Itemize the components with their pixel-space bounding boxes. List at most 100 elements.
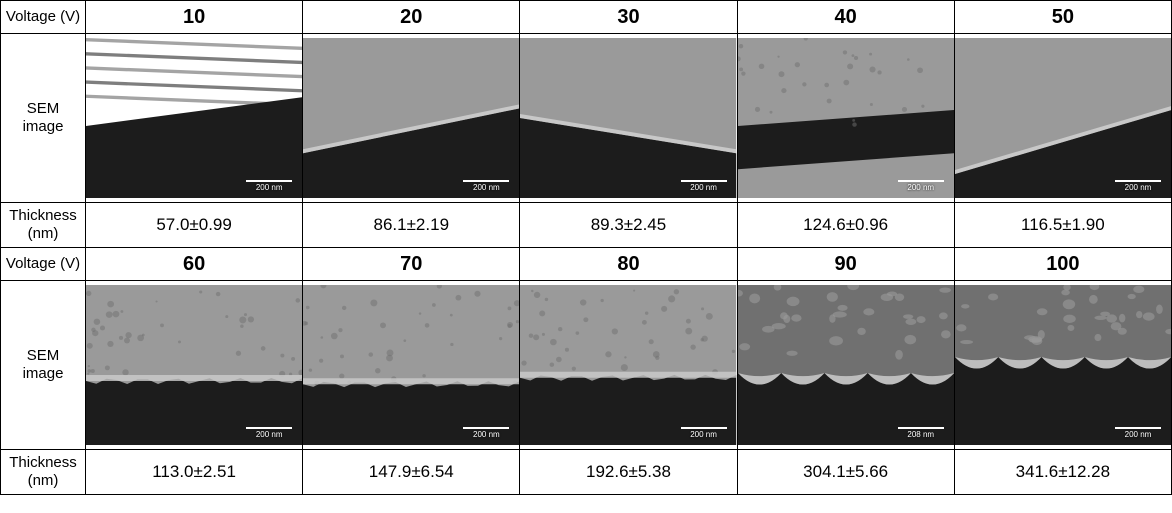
scalebar-label: 200 nm xyxy=(690,430,717,439)
sem-image: 200 nm xyxy=(303,285,519,445)
sem-image: 200 nm xyxy=(738,38,954,198)
sem-image-cell: 200 nm xyxy=(303,281,520,450)
sem-image-cell: 208 nm xyxy=(737,281,954,450)
scalebar-label: 200 nm xyxy=(256,430,283,439)
scalebar-line xyxy=(898,427,944,429)
sem-image-cell: 200 nm xyxy=(303,34,520,203)
scalebar-label: 200 nm xyxy=(690,183,717,192)
thickness-value: 116.5±1.90 xyxy=(1021,215,1105,234)
voltage-cell: 50 xyxy=(954,1,1171,34)
scalebar-line xyxy=(898,180,944,182)
thickness-cell: 113.0±2.51 xyxy=(86,450,303,495)
voltage-cell: 70 xyxy=(303,248,520,281)
scalebar: 200 nm xyxy=(246,427,292,439)
thickness-cell: 57.0±0.99 xyxy=(86,203,303,248)
sem-image: 200 nm xyxy=(955,38,1171,198)
scalebar-label: 200 nm xyxy=(473,183,500,192)
thickness-value: 124.6±0.96 xyxy=(803,215,888,234)
sem-image: 208 nm xyxy=(738,285,954,445)
thickness-cell: 341.6±12.28 xyxy=(954,450,1171,495)
thickness-cell: 86.1±2.19 xyxy=(303,203,520,248)
thickness-cell: 89.3±2.45 xyxy=(520,203,737,248)
sem-image: 200 nm xyxy=(520,38,736,198)
thickness-value: 113.0±2.51 xyxy=(152,462,236,481)
scalebar: 200 nm xyxy=(463,180,509,192)
voltage-value: 60 xyxy=(183,253,205,275)
scalebar: 200 nm xyxy=(681,427,727,439)
thickness-value: 57.0±0.99 xyxy=(156,215,232,234)
sem-image: 200 nm xyxy=(520,285,736,445)
scalebar-label: 200 nm xyxy=(1125,430,1152,439)
voltage-row-label: Voltage (V) xyxy=(1,1,86,34)
scalebar-line xyxy=(681,427,727,429)
thickness-cell: 192.6±5.38 xyxy=(520,450,737,495)
sem-image-cell: 200 nm xyxy=(86,281,303,450)
sem-image: 200 nm xyxy=(86,38,302,198)
thickness-value: 192.6±5.38 xyxy=(586,462,671,481)
thickness-value: 341.6±12.28 xyxy=(1016,462,1110,481)
scalebar-label: 208 nm xyxy=(907,430,934,439)
thickness-cell: 116.5±1.90 xyxy=(954,203,1171,248)
scalebar-line xyxy=(1115,427,1161,429)
voltage-value: 100 xyxy=(1046,253,1079,275)
sem-image: 200 nm xyxy=(955,285,1171,445)
voltage-cell: 30 xyxy=(520,1,737,34)
voltage-cell: 10 xyxy=(86,1,303,34)
voltage-value: 10 xyxy=(183,6,205,28)
thickness-row-label: Thickness(nm) xyxy=(1,450,86,495)
thickness-cell: 124.6±0.96 xyxy=(737,203,954,248)
scalebar: 200 nm xyxy=(1115,180,1161,192)
thickness-row-label: Thickness(nm) xyxy=(1,203,86,248)
scalebar: 200 nm xyxy=(898,180,944,192)
voltage-cell: 80 xyxy=(520,248,737,281)
sem-image-cell: 200 nm xyxy=(520,281,737,450)
scalebar-line xyxy=(1115,180,1161,182)
scalebar-label: 200 nm xyxy=(256,183,283,192)
sem-image-row: SEMimage 200 nm 200 nm 200 nm 200 nm 200 nm xyxy=(1,34,1172,203)
sem-row-label: SEMimage xyxy=(1,281,86,450)
thickness-cell: 304.1±5.66 xyxy=(737,450,954,495)
thickness-row: Thickness(nm) 113.0±2.51 147.9±6.54 192.6±5… xyxy=(1,450,1172,495)
sem-image-cell: 200 nm xyxy=(954,281,1171,450)
voltage-value: 80 xyxy=(617,253,639,275)
thickness-row: Thickness(nm) 57.0±0.99 86.1±2.19 89.3±2.45… xyxy=(1,203,1172,248)
sem-image-cell: 200 nm xyxy=(520,34,737,203)
sem-image-cell: 200 nm xyxy=(954,34,1171,203)
thickness-cell: 147.9±6.54 xyxy=(303,450,520,495)
scalebar-line xyxy=(246,427,292,429)
sem-image-cell: 200 nm xyxy=(737,34,954,203)
voltage-value: 70 xyxy=(400,253,422,275)
scalebar-line xyxy=(463,180,509,182)
voltage-cell: 60 xyxy=(86,248,303,281)
voltage-cell: 100 xyxy=(954,248,1171,281)
scalebar: 200 nm xyxy=(246,180,292,192)
voltage-cell: 40 xyxy=(737,1,954,34)
voltage-cell: 20 xyxy=(303,1,520,34)
voltage-value: 40 xyxy=(835,6,857,28)
voltage-value: 90 xyxy=(835,253,857,275)
scalebar-label: 200 nm xyxy=(473,430,500,439)
sem-image-row: SEMimage 200 nm 200 nm 200 nm 208 nm 200 nm xyxy=(1,281,1172,450)
voltage-row-label: Voltage (V) xyxy=(1,248,86,281)
scalebar: 208 nm xyxy=(898,427,944,439)
thickness-value: 147.9±6.54 xyxy=(369,462,454,481)
scalebar-label: 200 nm xyxy=(907,183,934,192)
thickness-value: 89.3±2.45 xyxy=(591,215,667,234)
voltage-header-row: Voltage (V) 60 70 80 90 100 xyxy=(1,248,1172,281)
sem-image: 200 nm xyxy=(86,285,302,445)
scalebar-label: 200 nm xyxy=(1125,183,1152,192)
voltage-header-row: Voltage (V) 10 20 30 40 50 xyxy=(1,1,1172,34)
voltage-cell: 90 xyxy=(737,248,954,281)
scalebar: 200 nm xyxy=(1115,427,1161,439)
sem-row-label: SEMimage xyxy=(1,34,86,203)
scalebar-line xyxy=(463,427,509,429)
voltage-value: 30 xyxy=(617,6,639,28)
voltage-value: 20 xyxy=(400,6,422,28)
scalebar-line xyxy=(246,180,292,182)
scalebar: 200 nm xyxy=(681,180,727,192)
sem-data-table: Voltage (V) 10 20 30 40 50 SEMimage 200 nm 200 n… xyxy=(0,0,1172,495)
sem-image-cell: 200 nm xyxy=(86,34,303,203)
scalebar: 200 nm xyxy=(463,427,509,439)
scalebar-line xyxy=(681,180,727,182)
sem-image: 200 nm xyxy=(303,38,519,198)
